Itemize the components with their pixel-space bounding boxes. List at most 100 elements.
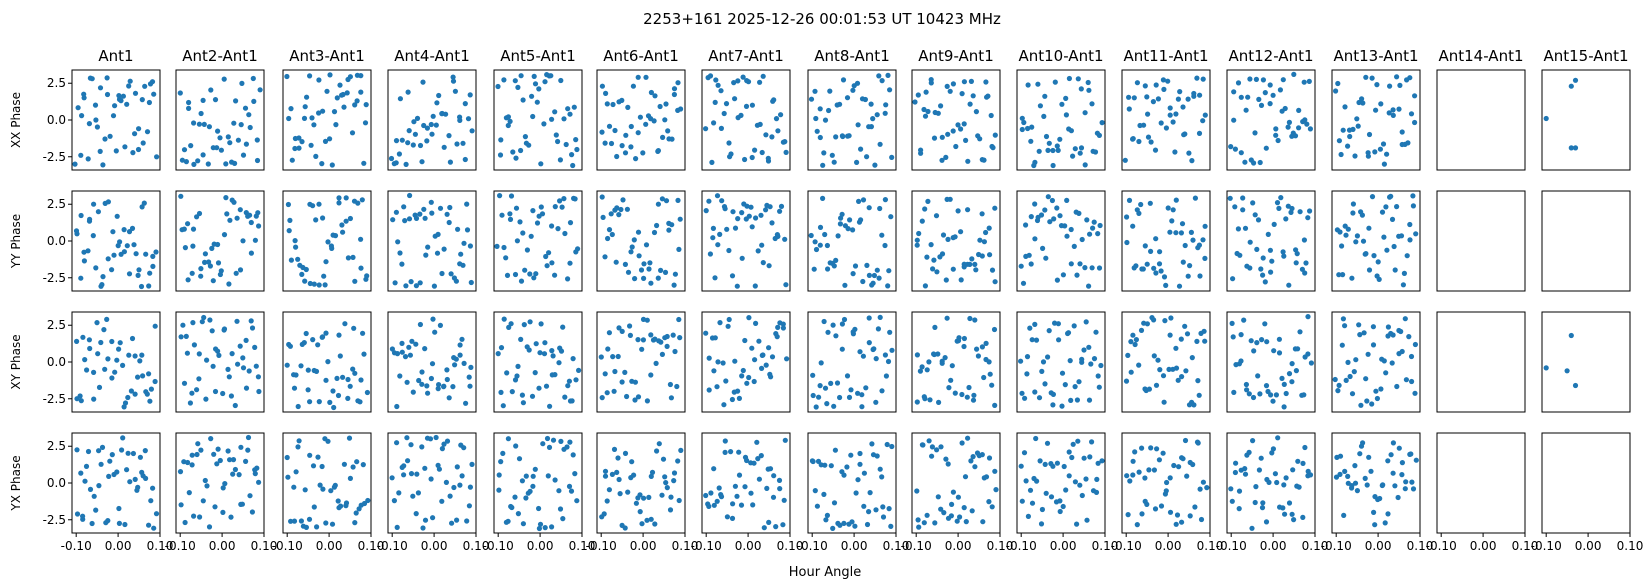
data-point (1403, 377, 1409, 383)
data-point (78, 275, 84, 281)
data-point (1066, 449, 1072, 455)
data-point (390, 217, 396, 223)
data-point (1289, 205, 1295, 212)
data-point (961, 505, 967, 511)
data-point (101, 327, 107, 333)
data-point (1336, 138, 1342, 144)
data-point (915, 92, 921, 98)
data-point (120, 435, 126, 441)
data-point (1260, 272, 1266, 278)
data-point (330, 388, 336, 394)
data-point (810, 392, 816, 399)
data-point (427, 436, 434, 442)
data-point (817, 106, 823, 112)
panel (807, 69, 897, 171)
data-point (424, 138, 430, 144)
data-point (1275, 435, 1281, 441)
data-point (718, 125, 725, 131)
panel-frame (1331, 190, 1421, 292)
data-point (307, 399, 313, 405)
data-point (810, 458, 816, 465)
data-point (453, 278, 459, 284)
panel-frame (1016, 190, 1106, 292)
data-point (1407, 237, 1413, 243)
data-point (1195, 378, 1201, 384)
data-point (574, 498, 580, 504)
data-point (402, 354, 409, 360)
data-point (299, 139, 305, 145)
data-point (358, 377, 364, 383)
data-point (1352, 463, 1358, 469)
data-point (1286, 371, 1293, 377)
panel-frame (807, 190, 897, 292)
panel: -0.10 0.00 0.10 (901, 432, 1013, 553)
data-point (350, 366, 356, 372)
data-point (127, 479, 133, 485)
data-point (136, 267, 142, 273)
data-point (146, 283, 152, 289)
data-point (202, 259, 208, 265)
data-point (1042, 93, 1048, 99)
data-point (406, 216, 413, 222)
data-point (394, 440, 400, 446)
data-point (641, 495, 647, 501)
data-point (1179, 374, 1185, 380)
column-title: Ant8-Ant1 (814, 47, 889, 65)
data-point (514, 373, 520, 379)
data-point (293, 372, 299, 378)
data-point (146, 371, 152, 377)
data-point (85, 156, 91, 162)
panel-frame (1436, 190, 1526, 292)
data-point (509, 504, 515, 511)
data-point (1375, 259, 1381, 265)
data-point (544, 263, 550, 269)
panel-frame (387, 432, 477, 534)
data-point (1250, 200, 1256, 206)
data-point (866, 340, 872, 346)
data-point (1175, 96, 1181, 102)
data-point (182, 245, 188, 251)
data-point (866, 272, 873, 278)
data-point (925, 198, 931, 204)
data-point (570, 356, 576, 362)
data-point (405, 89, 411, 95)
data-point (862, 96, 869, 103)
data-point (179, 157, 185, 163)
data-point (736, 472, 743, 478)
data-point (565, 276, 571, 282)
data-point (243, 385, 250, 391)
data-point (538, 321, 544, 327)
data-point (565, 106, 571, 112)
data-point (1363, 251, 1369, 257)
data-point (178, 334, 184, 340)
data-point (301, 340, 307, 346)
data-point (1238, 358, 1244, 364)
data-point (358, 73, 364, 79)
data-point (735, 388, 741, 394)
y-tick-label: 2.5 (47, 439, 66, 453)
data-point (114, 213, 120, 219)
data-point (1352, 153, 1358, 159)
data-point (446, 395, 452, 401)
data-point (877, 314, 883, 320)
data-point (1130, 223, 1136, 229)
data-point (742, 337, 748, 344)
data-point (1152, 147, 1159, 153)
data-point (925, 108, 931, 115)
data-point (1048, 494, 1055, 500)
data-point (780, 321, 786, 327)
panel (493, 190, 583, 292)
panel-frame (493, 432, 583, 534)
data-point (454, 141, 460, 147)
panel-frame (1121, 311, 1211, 413)
data-point (963, 137, 969, 143)
data-point (314, 524, 320, 530)
data-point (759, 242, 765, 248)
data-point (1568, 145, 1574, 151)
data-point (331, 109, 338, 115)
data-point (291, 518, 298, 524)
data-point (518, 278, 525, 284)
data-point (1252, 130, 1258, 136)
data-point (1250, 394, 1257, 401)
data-point (1238, 94, 1244, 100)
